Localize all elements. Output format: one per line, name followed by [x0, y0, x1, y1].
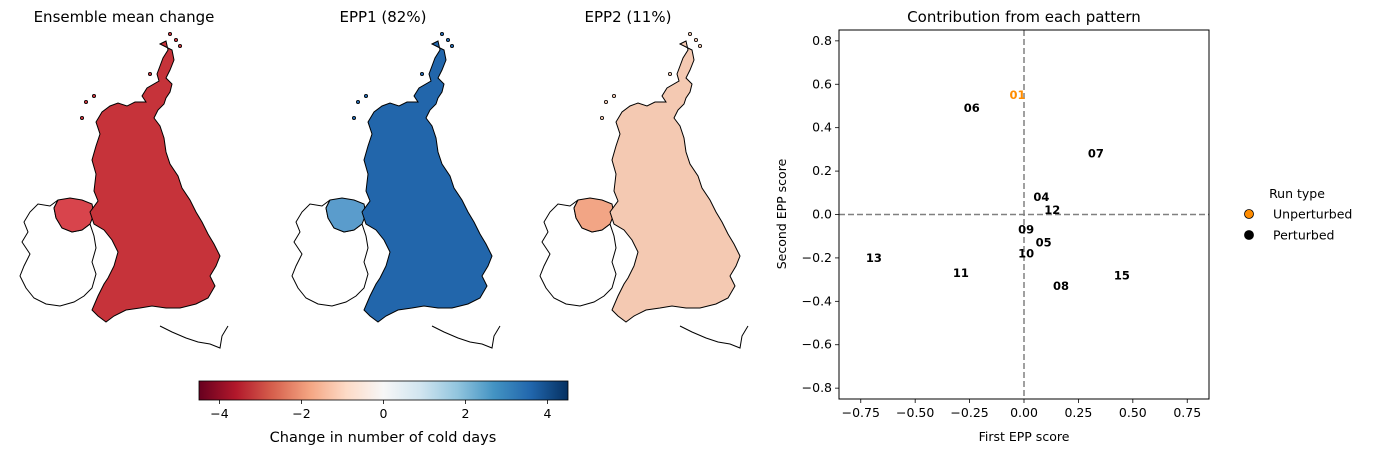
- point-label-09: 09: [1018, 223, 1034, 237]
- x-tick-label: 0.00: [1010, 405, 1038, 420]
- y-axis-label: Second EPP score: [774, 158, 789, 269]
- island-4: [439, 32, 444, 37]
- great-britain-fill: [89, 40, 221, 323]
- reference-lines: [839, 30, 1209, 399]
- island-6: [177, 43, 182, 48]
- uk-map-1: [19, 32, 229, 349]
- x-axis-ticks: −0.75 −0.50 −0.25 0.00 0.25 0.50 0.75: [842, 399, 1201, 420]
- y-tick-label: 0.0: [812, 207, 832, 222]
- point-label-12: 12: [1044, 203, 1060, 217]
- island-4: [167, 32, 172, 37]
- uk-map-2: [291, 32, 501, 349]
- x-axis-label: First EPP score: [979, 429, 1070, 444]
- map-title-2: EPP1 (82%): [340, 8, 427, 26]
- legend-marker-perturbed: [1244, 230, 1254, 240]
- great-britain-fill: [609, 40, 741, 323]
- island-3: [667, 72, 672, 77]
- colorbar: −4 −2 0 2 4 Change in number of cold days: [198, 380, 569, 446]
- colorbar-gradient: [198, 380, 569, 401]
- x-tick-label: −0.50: [896, 405, 934, 420]
- y-tick-label: −0.8: [802, 380, 832, 395]
- point-label-05: 05: [1036, 236, 1052, 250]
- point-label-07: 07: [1088, 147, 1104, 161]
- island-6: [697, 43, 702, 48]
- colorbar-tick-label: −2: [292, 406, 310, 421]
- y-tick-label: 0.6: [812, 76, 832, 91]
- y-tick-label: 0.4: [812, 120, 832, 135]
- point-label-08: 08: [1053, 279, 1069, 293]
- island-2: [80, 116, 85, 121]
- scatter-title: Contribution from each pattern: [907, 8, 1141, 26]
- x-tick-label: 0.75: [1173, 405, 1201, 420]
- island-2: [352, 116, 357, 121]
- y-tick-label: 0.2: [812, 163, 832, 178]
- island-4: [687, 32, 692, 37]
- scatter-points: 01 04 05 06 07 08 09 10 11 12 13 15: [866, 88, 1130, 293]
- point-label-11: 11: [953, 266, 969, 280]
- colorbar-ticks: −4 −2 0 2 4: [210, 400, 552, 421]
- point-label-15: 15: [1114, 268, 1130, 282]
- point-label-06: 06: [964, 101, 980, 115]
- colorbar-tick-label: 2: [462, 406, 470, 421]
- colorbar-tick-label: 0: [380, 406, 388, 421]
- scatter-chart: Contribution from each pattern 010405060…: [774, 8, 1210, 444]
- maps-panel: Ensemble mean change EPP1 (82%) EPP2 (11%): [19, 8, 749, 349]
- island-3: [147, 72, 152, 77]
- uk-map-3: [539, 32, 749, 349]
- legend-title: Run type: [1269, 186, 1325, 201]
- island-1: [612, 94, 617, 99]
- map-title-1: Ensemble mean change: [34, 8, 215, 26]
- island-0: [356, 100, 361, 105]
- island-5: [173, 37, 178, 42]
- island-6: [449, 43, 454, 48]
- point-label-04: 04: [1033, 190, 1049, 204]
- island-0: [604, 100, 609, 105]
- y-tick-label: −0.2: [802, 250, 832, 265]
- island-1: [92, 94, 97, 99]
- x-tick-label: −0.75: [842, 405, 880, 420]
- y-tick-label: −0.4: [802, 293, 832, 308]
- island-3: [419, 72, 424, 77]
- colorbar-tick-label: 4: [544, 406, 552, 421]
- legend-label-perturbed: Perturbed: [1273, 228, 1334, 243]
- y-tick-label: 0.8: [812, 33, 832, 48]
- point-label-01: 01: [1009, 88, 1025, 102]
- island-2: [600, 116, 605, 121]
- x-tick-label: 0.25: [1064, 405, 1092, 420]
- y-axis-ticks: −0.8 −0.6 −0.4 −0.2 0.0 0.2 0.4 0.6 0.8: [802, 33, 839, 395]
- france-coast: [431, 325, 501, 349]
- island-0: [84, 100, 89, 105]
- x-tick-label: −0.25: [950, 405, 988, 420]
- colorbar-label: Change in number of cold days: [270, 430, 497, 446]
- legend-entries: Unperturbed Perturbed: [1244, 207, 1352, 243]
- island-1: [364, 94, 369, 99]
- colorbar-tick-label: −4: [210, 406, 228, 421]
- legend: Run type Unperturbed Perturbed: [1244, 186, 1352, 243]
- legend-marker-unperturbed: [1244, 209, 1254, 219]
- point-label-10: 10: [1018, 247, 1034, 261]
- point-label-13: 13: [866, 251, 882, 265]
- legend-label-unperturbed: Unperturbed: [1273, 207, 1352, 222]
- island-5: [445, 37, 450, 42]
- map-title-3: EPP2 (11%): [585, 8, 672, 26]
- island-5: [693, 37, 698, 42]
- y-tick-label: −0.6: [802, 337, 832, 352]
- x-tick-label: 0.50: [1119, 405, 1147, 420]
- france-coast: [679, 325, 749, 349]
- great-britain-fill: [361, 40, 493, 323]
- france-coast: [159, 325, 229, 349]
